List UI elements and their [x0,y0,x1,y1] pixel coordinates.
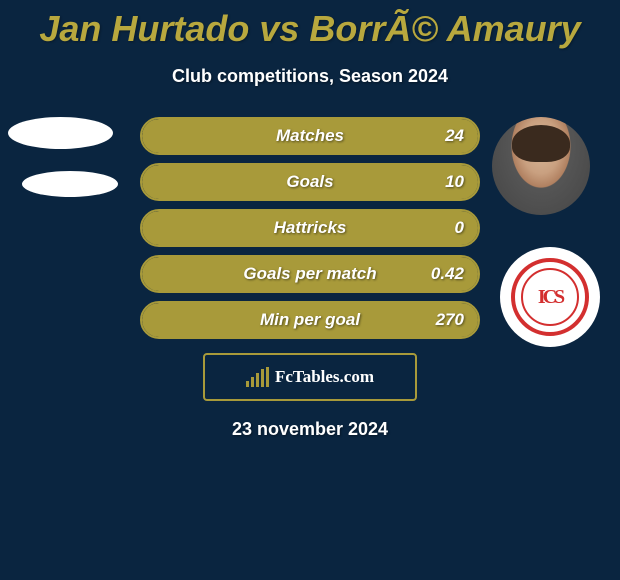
stat-bars: Matches 24 Goals 10 Hattricks 0 Goals pe… [140,117,480,339]
stat-row: Goals per match 0.42 [140,255,480,293]
branding-bars-icon [246,367,269,387]
stat-value: 0.42 [431,257,464,291]
stat-label: Goals per match [142,257,478,291]
stat-row: Min per goal 270 [140,301,480,339]
stat-value: 270 [436,303,464,337]
stat-row: Matches 24 [140,117,480,155]
stat-row: Hattricks 0 [140,209,480,247]
branding-text: FcTables.com [275,367,374,387]
stat-row: Goals 10 [140,163,480,201]
player-left-avatar-placeholder [8,117,113,149]
stat-label: Hattricks [142,211,478,245]
season-subtitle: Club competitions, Season 2024 [0,66,620,87]
stat-label: Goals [142,165,478,199]
branding-box: FcTables.com [203,353,417,401]
stat-value: 0 [455,211,464,245]
club-badge-initials: ICS [538,286,562,309]
comparison-title: Jan Hurtado vs BorrÃ© Amaury [0,0,620,50]
stat-label: Min per goal [142,303,478,337]
stat-value: 10 [445,165,464,199]
comparison-area: ICS Matches 24 Goals 10 Hattricks 0 Goal… [0,117,620,440]
stat-label: Matches [142,119,478,153]
stat-value: 24 [445,119,464,153]
player-right-club-badge: ICS [500,247,600,347]
snapshot-date: 23 november 2024 [0,419,620,440]
player-right-avatar [492,117,590,215]
player-left-club-placeholder [22,171,118,197]
